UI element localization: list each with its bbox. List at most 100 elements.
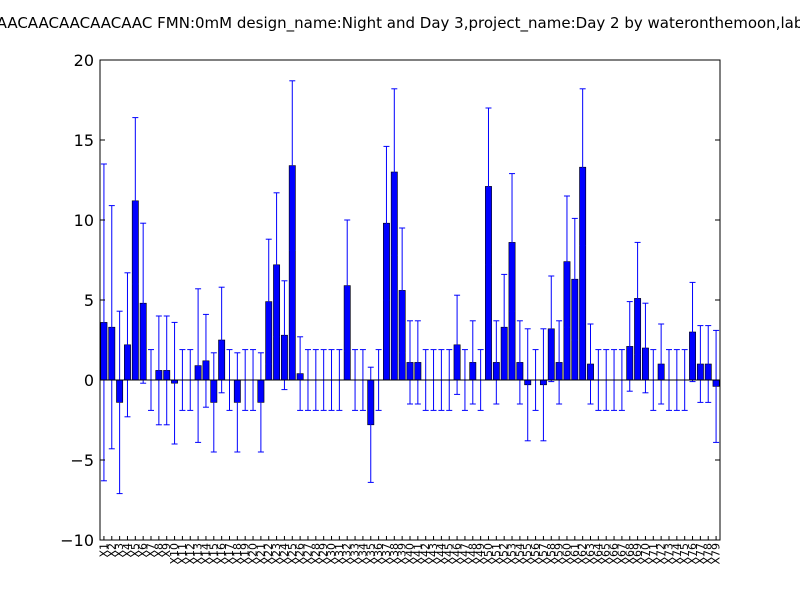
error-bar-X25 bbox=[289, 80, 296, 251]
error-bar-X38 bbox=[391, 88, 398, 256]
x-tick-label: X50 bbox=[482, 543, 495, 565]
error-bar-X22 bbox=[265, 238, 272, 365]
error-bar-X37 bbox=[383, 145, 390, 301]
error-bar-X50 bbox=[485, 107, 492, 266]
x-tick-label: X34 bbox=[356, 543, 369, 565]
error-bar-X16 bbox=[218, 286, 225, 394]
error-bar-X48 bbox=[469, 320, 476, 405]
y-tick-label: 20 bbox=[74, 51, 94, 70]
chart-title: AACAACAACAACAAC FMN:0mM design_name:Nigh… bbox=[0, 14, 800, 33]
error-bar-X41 bbox=[414, 320, 421, 405]
x-tick-label: X2 bbox=[105, 543, 118, 558]
x-tick-label: X37 bbox=[380, 543, 393, 565]
error-bar-X13 bbox=[195, 288, 202, 443]
error-bars-layer bbox=[100, 80, 720, 495]
y-tick-label: 0 bbox=[84, 371, 94, 390]
error-bar-X2 bbox=[108, 205, 115, 450]
error-bar-X15 bbox=[210, 352, 217, 453]
error-bar-X79 bbox=[713, 329, 720, 443]
error-bar-X40 bbox=[407, 320, 413, 405]
x-tick-label: X52 bbox=[498, 543, 511, 565]
x-tick-label: X40 bbox=[404, 543, 417, 565]
x-tick-label: X29 bbox=[317, 543, 330, 565]
error-bar-X63 bbox=[587, 323, 594, 405]
x-tick-label: X71 bbox=[647, 543, 660, 565]
x-tick-label: X70 bbox=[639, 543, 652, 565]
x-tick-label: X44 bbox=[435, 543, 448, 565]
x-tick-label: X45 bbox=[443, 543, 456, 565]
error-bar-X9 bbox=[163, 315, 170, 426]
x-tick-label: X60 bbox=[560, 543, 573, 565]
x-tick-label: X57 bbox=[537, 543, 550, 565]
error-bar-X6 bbox=[140, 222, 147, 384]
x-tick-label: X75 bbox=[678, 543, 691, 565]
x-tick-label: X4 bbox=[121, 543, 134, 558]
x-tick-label: X61 bbox=[568, 543, 581, 565]
x-tick-label: X5 bbox=[129, 543, 142, 558]
error-bar-X60 bbox=[563, 195, 570, 328]
x-tick-label: X42 bbox=[419, 543, 432, 565]
x-tick-label: X12 bbox=[184, 543, 197, 565]
x-tick-label: X36 bbox=[372, 543, 385, 565]
error-bar-X18 bbox=[234, 352, 241, 453]
x-tick-label: X1 bbox=[97, 543, 110, 558]
y-tick-label: 15 bbox=[74, 131, 94, 150]
error-bar-X77 bbox=[697, 325, 704, 403]
error-bar-X59 bbox=[556, 320, 563, 405]
x-tick-label: X15 bbox=[207, 543, 220, 565]
y-tick-label: 10 bbox=[74, 211, 94, 230]
x-tick-label: X41 bbox=[411, 543, 424, 565]
error-bar-X24 bbox=[281, 280, 288, 391]
x-tick-label: X51 bbox=[490, 543, 503, 565]
x-tick-label: X20 bbox=[247, 543, 260, 565]
error-bar-X76 bbox=[689, 281, 696, 383]
y-tick-label: −10 bbox=[60, 531, 94, 550]
error-bar-X8 bbox=[155, 315, 162, 426]
x-tick-label: X47 bbox=[458, 543, 471, 565]
x-tick-label: X53 bbox=[506, 543, 519, 565]
error-bar-X61 bbox=[571, 217, 578, 341]
error-bar-X78 bbox=[705, 325, 712, 403]
x-tick-label: X16 bbox=[215, 543, 228, 565]
x-tick-label: X17 bbox=[223, 543, 236, 565]
error-bar-X21 bbox=[257, 352, 264, 453]
error-bar-X68 bbox=[626, 301, 633, 392]
error-bar-X10 bbox=[171, 321, 178, 445]
x-tick-label: X39 bbox=[396, 543, 409, 565]
error-bar-X4 bbox=[124, 272, 131, 418]
x-tick-label: X35 bbox=[364, 543, 377, 565]
x-tick-label: X73 bbox=[662, 543, 675, 565]
x-tick-label: X65 bbox=[600, 543, 613, 565]
error-bar-X53 bbox=[509, 173, 516, 312]
x-tick-label: X72 bbox=[655, 543, 668, 565]
x-tick-label: X77 bbox=[694, 543, 707, 565]
x-tick-label: X23 bbox=[270, 543, 283, 565]
error-bar-X5 bbox=[132, 117, 139, 285]
x-tick-label: X18 bbox=[231, 543, 244, 565]
x-tick-label: X13 bbox=[192, 543, 205, 565]
error-bar-X35 bbox=[367, 366, 374, 483]
error-bar-X46 bbox=[454, 294, 461, 395]
x-tick-label: X25 bbox=[286, 543, 299, 565]
error-bar-X70 bbox=[642, 302, 649, 394]
x-tick-label: X64 bbox=[592, 543, 605, 565]
y-axis: −10 −5 0 5 10 15 20 bbox=[60, 51, 720, 550]
x-tick-label: X59 bbox=[553, 543, 566, 565]
x-tick-label: X27 bbox=[301, 543, 314, 565]
x-tick-label: X68 bbox=[623, 543, 636, 565]
x-tick-label: X7 bbox=[145, 543, 158, 558]
x-tick-label: X63 bbox=[584, 543, 597, 565]
error-bar-X3 bbox=[116, 310, 123, 495]
x-tick-label: X3 bbox=[113, 543, 126, 558]
x-tick-label: X55 bbox=[521, 543, 534, 565]
error-bar-X54 bbox=[516, 320, 523, 405]
x-tick-label: X11 bbox=[176, 543, 189, 565]
error-bar-X55 bbox=[524, 328, 531, 442]
x-tick-label: X66 bbox=[608, 543, 621, 565]
x-tick-label: X43 bbox=[427, 543, 440, 565]
x-tick-label: X30 bbox=[325, 543, 338, 565]
x-tick-label: X78 bbox=[702, 543, 715, 565]
error-bar-X72 bbox=[658, 323, 665, 405]
x-tick-label: X33 bbox=[349, 543, 362, 565]
